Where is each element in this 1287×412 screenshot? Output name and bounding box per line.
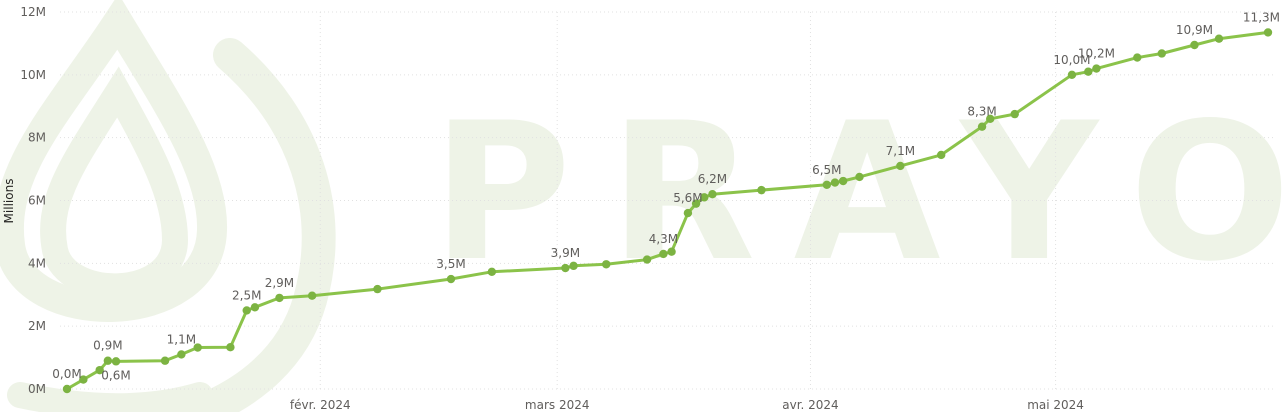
data-point[interactable] [667,247,676,256]
data-point[interactable] [1157,49,1166,58]
y-tick-label: 8M [28,131,46,145]
data-label: 0,0M [52,367,81,381]
x-tick-label: mai 2024 [1027,398,1084,412]
data-point[interactable] [642,255,652,264]
data-point[interactable] [95,365,104,375]
data-label: 7,1M [886,144,915,158]
data-point[interactable] [691,199,701,208]
data-point[interactable] [307,291,317,300]
data-label: 10,2M [1078,47,1115,61]
data-point[interactable] [1214,34,1224,43]
data-point[interactable] [757,185,766,195]
data-point[interactable] [838,176,848,186]
data-point[interactable] [193,343,202,352]
y-tick-label: 2M [28,319,46,333]
data-point[interactable] [986,114,995,124]
data-point[interactable] [683,208,693,218]
data-point[interactable] [275,293,284,303]
data-label: 6,2M [698,172,727,186]
data-point[interactable] [700,193,709,202]
y-tick-label: 4M [28,256,46,270]
data-label: 1,1M [167,332,196,346]
series-markers [62,28,1273,394]
prayon-drop-logo [0,0,336,412]
data-point[interactable] [659,249,668,259]
data-point[interactable] [822,180,832,189]
data-label: 2,5M [232,288,261,302]
data-point[interactable] [855,172,864,182]
data-point[interactable] [977,122,987,131]
y-axis-title: Millions [2,179,16,224]
data-point[interactable] [177,350,186,359]
data-point[interactable] [487,267,497,277]
data-point[interactable] [111,357,121,366]
x-tick-label: mars 2024 [525,398,590,412]
series-line-path [65,30,1270,391]
data-point[interactable] [569,261,578,271]
data-point[interactable] [79,375,88,384]
x-tick-label: avr. 2024 [782,398,838,412]
data-label: 0,9M [93,339,122,353]
data-label: 8,3M [967,105,996,119]
data-point[interactable] [242,306,251,315]
data-point[interactable] [1263,28,1273,37]
data-labels: 0,0M 0,9M 0,6M 1,1M 2,5M 2,9M 3,5M 3,9M 4,3M 5,6M… [52,10,1280,382]
series-line [65,30,1270,391]
data-point[interactable] [1092,64,1101,73]
data-point[interactable] [1010,109,1019,119]
x-axis: févr. 2024 mars 2024 avr. 2024 mai 2024 [290,398,1084,412]
data-point[interactable] [708,190,717,199]
data-point[interactable] [561,263,570,273]
data-point[interactable] [830,178,840,187]
data-point[interactable] [103,356,113,365]
data-point[interactable] [373,284,382,294]
data-label: 6,5M [812,163,841,177]
data-point[interactable] [446,274,456,284]
data-point[interactable] [1067,70,1077,80]
data-label: 4,3M [649,232,678,246]
data-point[interactable] [62,384,72,394]
x-tick-label: févr. 2024 [290,398,351,412]
data-label: 2,9M [265,276,294,290]
data-label: 3,9M [551,246,580,260]
data-point[interactable] [160,356,170,365]
data-point[interactable] [896,161,905,171]
data-label: 0,6M [101,368,130,382]
data-label: 11,3M [1243,10,1280,24]
data-point[interactable] [1190,40,1199,50]
y-tick-label: 12M [20,5,46,19]
y-tick-label: 0M [28,382,46,396]
data-point[interactable] [1084,67,1093,76]
data-point[interactable] [602,260,611,269]
data-label: 10,0M [1053,53,1090,67]
watermark-text: PRAYON [432,82,1287,303]
y-axis: 0M 2M 4M 6M 8M 10M 12M [20,5,46,396]
data-point[interactable] [936,150,946,160]
data-label: 3,5M [436,257,465,271]
data-point[interactable] [226,343,235,352]
data-label: 5,6M [673,191,702,205]
y-tick-label: 6M [28,194,46,208]
data-point[interactable] [1133,53,1142,62]
data-point[interactable] [250,303,260,312]
y-tick-label: 10M [20,68,46,82]
data-label: 10,9M [1176,23,1213,37]
